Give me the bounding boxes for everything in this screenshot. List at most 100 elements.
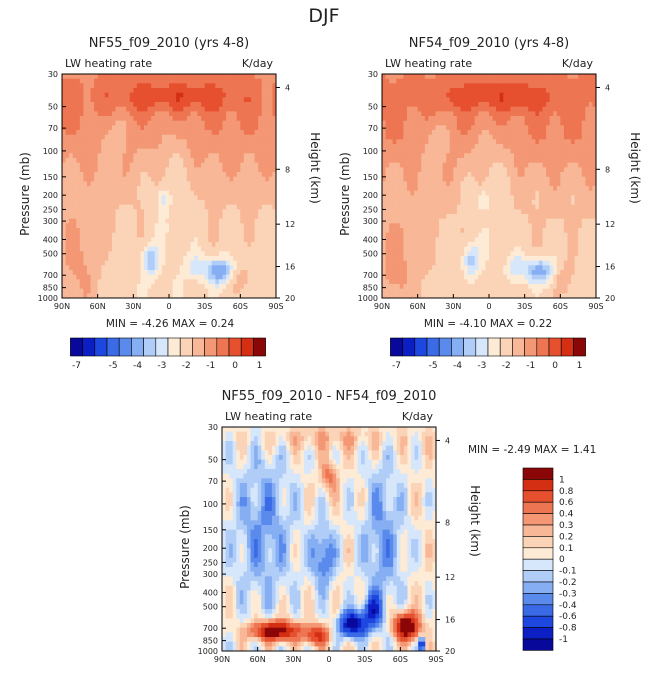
heatmap-cell bbox=[236, 120, 241, 126]
heatmap-cell bbox=[236, 214, 241, 220]
heatmap-cell bbox=[251, 195, 255, 201]
heatmap-cell bbox=[251, 158, 255, 164]
heatmap-cell bbox=[129, 260, 134, 266]
heatmap-cell bbox=[449, 158, 454, 164]
heatmap-cell bbox=[517, 88, 522, 94]
heatmap-cell bbox=[460, 181, 465, 187]
heatmap-cell bbox=[176, 102, 181, 108]
heatmap-cell bbox=[176, 106, 181, 112]
heatmap-cell bbox=[510, 125, 515, 131]
heatmap-cell bbox=[485, 251, 490, 257]
heatmap-cell bbox=[489, 274, 493, 280]
heatmap-cell bbox=[435, 139, 440, 145]
heatmap-cell bbox=[513, 265, 518, 271]
heatmap-cell bbox=[410, 190, 415, 196]
heatmap-cell bbox=[62, 279, 66, 285]
heatmap-cell bbox=[97, 251, 102, 257]
heatmap-cell bbox=[76, 242, 81, 248]
heatmap-cell bbox=[446, 186, 451, 192]
heatmap-cell bbox=[83, 92, 88, 98]
heatmap-cell bbox=[414, 186, 419, 192]
heatmap-cell bbox=[399, 242, 404, 248]
heatmap-cell bbox=[111, 102, 116, 108]
heatmap-cell bbox=[136, 144, 141, 150]
heatmap-cell bbox=[481, 218, 486, 224]
heatmap-cell bbox=[492, 92, 497, 98]
heatmap-cell bbox=[456, 78, 461, 84]
heatmap-cell bbox=[442, 88, 447, 94]
heatmap-cell bbox=[474, 97, 479, 103]
heatmap-cell bbox=[122, 120, 127, 126]
heatmap-cell bbox=[161, 186, 166, 192]
heatmap-cell bbox=[406, 279, 411, 285]
heatmap-cell bbox=[211, 190, 216, 196]
heatmap-cell bbox=[129, 209, 134, 215]
heatmap-cell bbox=[442, 92, 447, 98]
heatmap-cell bbox=[481, 130, 486, 136]
heatmap-cell bbox=[453, 237, 458, 243]
heatmap-cell bbox=[474, 144, 479, 150]
heatmap-cell bbox=[122, 176, 127, 182]
heatmap-cell bbox=[104, 186, 109, 192]
heatmap-cell bbox=[456, 228, 461, 234]
heatmap-cell bbox=[265, 97, 270, 103]
heatmap-cell bbox=[101, 209, 106, 215]
heatmap-cell bbox=[399, 228, 404, 234]
heatmap-cell bbox=[204, 111, 209, 117]
heatmap-cell bbox=[424, 176, 429, 182]
heatmap-cell bbox=[513, 270, 518, 276]
heatmap-cell bbox=[154, 293, 159, 299]
heatmap-cell bbox=[431, 153, 436, 159]
heatmap-cell bbox=[521, 120, 526, 126]
heatmap-cell bbox=[460, 111, 465, 117]
heatmap-cell bbox=[201, 88, 206, 94]
heatmap-cell bbox=[474, 83, 479, 89]
heatmap-cell bbox=[140, 260, 145, 266]
heatmap-cell bbox=[129, 284, 134, 290]
heatmap-cell bbox=[62, 74, 66, 80]
heatmap-cell bbox=[254, 260, 259, 266]
heatmap-cell bbox=[165, 274, 170, 280]
heatmap-cell bbox=[382, 92, 386, 98]
heatmap-cell bbox=[272, 209, 277, 215]
heatmap-cell bbox=[222, 223, 227, 229]
heatmap-cell bbox=[179, 167, 184, 173]
heatmap-cell bbox=[122, 242, 127, 248]
heatmap-cell bbox=[424, 274, 429, 280]
heatmap-cell bbox=[496, 232, 501, 238]
heatmap-cell bbox=[190, 106, 195, 112]
heatmap-cell bbox=[126, 200, 131, 206]
heatmap-cell bbox=[474, 190, 479, 196]
heatmap-cell bbox=[211, 92, 216, 98]
heatmap-cell bbox=[176, 214, 181, 220]
heatmap-cell bbox=[201, 251, 206, 257]
heatmap-cell bbox=[151, 97, 156, 103]
heatmap-cell bbox=[247, 246, 252, 252]
heatmap-cell bbox=[197, 237, 202, 243]
heatmap-cell bbox=[489, 270, 493, 276]
heatmap-cell bbox=[169, 130, 173, 136]
heatmap-cell bbox=[464, 106, 468, 112]
heatmap-cell bbox=[406, 78, 411, 84]
heatmap-cell bbox=[478, 260, 483, 266]
heatmap-cell bbox=[251, 237, 255, 243]
heatmap-cell bbox=[403, 232, 408, 238]
heatmap-cell bbox=[431, 237, 436, 243]
heatmap-cell bbox=[65, 83, 70, 89]
heatmap-cell bbox=[136, 88, 141, 94]
heatmap-cell bbox=[179, 242, 184, 248]
heatmap-cell bbox=[261, 279, 266, 285]
heatmap-cell bbox=[126, 293, 131, 299]
heatmap-cell bbox=[86, 125, 91, 131]
heatmap-cell bbox=[247, 120, 252, 126]
heatmap-cell bbox=[211, 111, 216, 117]
heatmap-cell bbox=[265, 125, 270, 131]
heatmap-cell bbox=[161, 148, 166, 154]
heatmap-cell bbox=[531, 83, 536, 89]
heatmap-cell bbox=[65, 288, 70, 294]
heatmap-cell bbox=[528, 83, 533, 89]
heatmap-cell bbox=[424, 88, 429, 94]
heatmap-cell bbox=[176, 186, 181, 192]
heatmap-cell bbox=[193, 102, 198, 108]
heatmap-cell bbox=[151, 293, 156, 299]
